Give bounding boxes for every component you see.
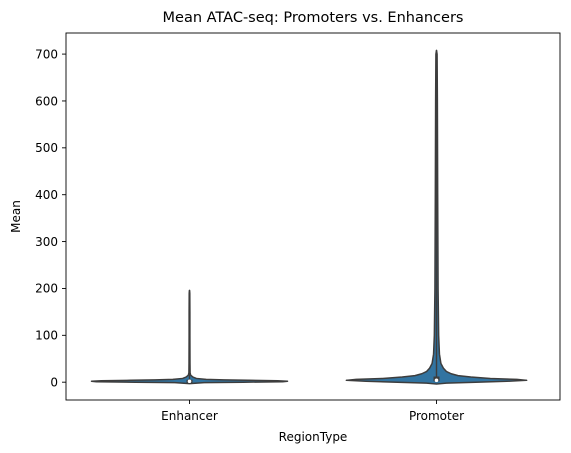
y-tick-label: 700 <box>35 47 58 61</box>
violin-median-enhancer <box>187 379 192 384</box>
chart-title: Mean ATAC-seq: Promoters vs. Enhancers <box>163 10 464 26</box>
plot-area <box>90 49 528 385</box>
y-tick-label: 400 <box>35 188 58 202</box>
axes-frame <box>65 32 561 401</box>
x-axis: Enhancer Promoter <box>161 400 464 423</box>
y-tick-label: 300 <box>35 235 58 249</box>
y-tick-label: 500 <box>35 141 58 155</box>
y-tick-label: 0 <box>50 375 58 389</box>
y-tick-label: 100 <box>35 329 58 343</box>
y-axis: 0 100 200 300 400 500 600 700 <box>35 47 66 389</box>
violin-median-promoter <box>434 378 439 383</box>
x-tick-label: Enhancer <box>161 409 218 423</box>
y-tick-label: 200 <box>35 282 58 296</box>
y-tick-label: 600 <box>35 94 58 108</box>
x-axis-label: RegionType <box>279 430 348 444</box>
x-tick-label: Promoter <box>409 409 464 423</box>
y-axis-label: Mean <box>9 200 23 233</box>
